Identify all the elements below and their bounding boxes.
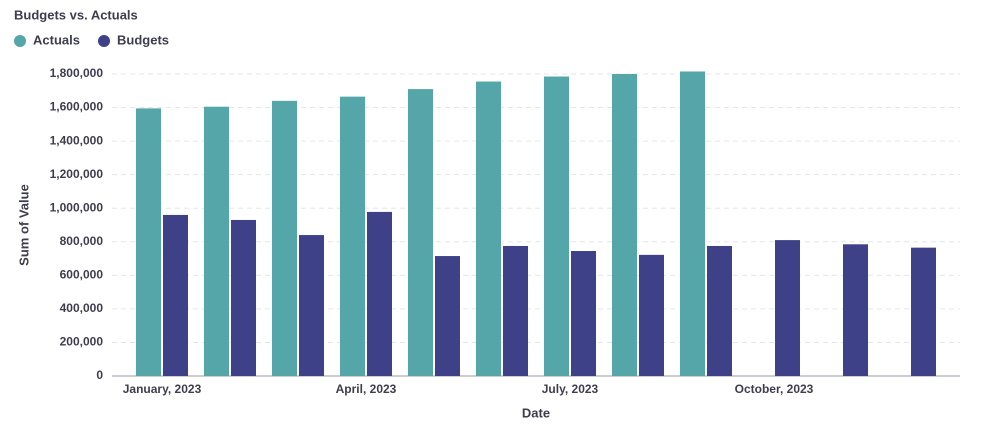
bar	[435, 256, 460, 376]
chart-title: Budgets vs. Actuals	[14, 7, 138, 22]
bar	[639, 254, 664, 376]
x-tick-label: April, 2023	[336, 382, 397, 396]
bar	[476, 81, 501, 377]
x-tick-label: July, 2023	[542, 382, 599, 396]
bar	[204, 106, 229, 376]
bar	[544, 76, 569, 377]
y-tick-label: 1,000,000	[50, 200, 104, 214]
y-tick-label: 200,000	[60, 335, 104, 349]
x-tick-label: October, 2023	[735, 382, 814, 396]
bar	[136, 108, 161, 377]
bar	[680, 71, 705, 376]
x-tick-label: January, 2023	[123, 382, 202, 396]
y-tick-label: 600,000	[60, 268, 104, 282]
y-axis-label: Sum of Value	[16, 184, 31, 266]
legend-marker	[98, 35, 110, 47]
bar	[843, 244, 868, 376]
y-tick-label: 0	[96, 368, 103, 382]
bar	[299, 235, 324, 376]
bar	[163, 214, 188, 376]
y-tick-label: 1,600,000	[50, 100, 104, 114]
legend-marker	[14, 35, 26, 47]
y-tick-label: 800,000	[60, 234, 104, 248]
bar	[911, 247, 936, 376]
bar	[775, 240, 800, 376]
bar	[408, 89, 433, 376]
bar	[272, 100, 297, 376]
y-tick-label: 1,400,000	[50, 133, 104, 147]
bar	[340, 96, 365, 377]
bar	[503, 245, 528, 376]
bar	[707, 245, 732, 376]
bar	[367, 211, 392, 376]
bar	[231, 219, 256, 376]
y-tick-label: 400,000	[60, 301, 104, 315]
x-axis-label: Date	[522, 405, 550, 420]
bar	[571, 251, 596, 376]
legend-label: Budgets	[117, 32, 169, 47]
legend-label: Actuals	[33, 32, 80, 47]
y-tick-label: 1,200,000	[50, 167, 104, 181]
y-tick-label: 1,800,000	[50, 66, 104, 80]
bar	[612, 74, 637, 376]
